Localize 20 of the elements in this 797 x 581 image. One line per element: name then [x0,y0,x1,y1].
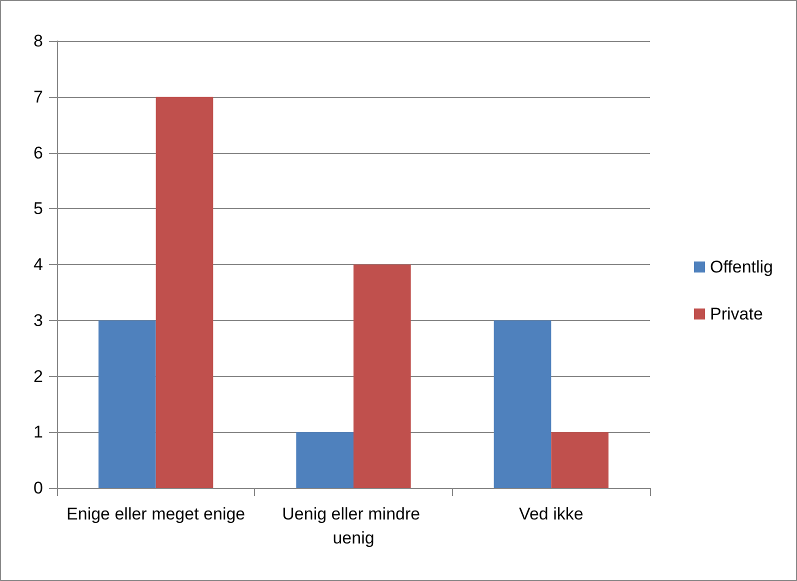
legend-label: Private [710,304,763,324]
bar [98,320,156,488]
legend-label: Offentlig [710,258,774,276]
bar [156,96,214,488]
y-tick-label: 4 [34,255,43,274]
y-tick-label: 2 [34,366,43,386]
y-tick-label: 8 [34,32,43,50]
y-tick-label: 6 [34,143,43,162]
y-tick-label: 5 [34,199,43,218]
bar [354,264,411,488]
x-tick-label: Ved ikke [519,504,584,524]
y-tick-label: 1 [34,422,43,442]
y-tick-label: 3 [34,310,43,330]
y-tick-label: 7 [34,87,43,106]
x-tick-label: Enige eller meget enige [66,504,246,524]
bar [551,432,608,488]
bar [494,320,552,488]
bar [296,432,354,488]
x-tick-label: Uenig eller mindre uenig [282,504,425,548]
y-tick-label: 0 [34,478,43,498]
